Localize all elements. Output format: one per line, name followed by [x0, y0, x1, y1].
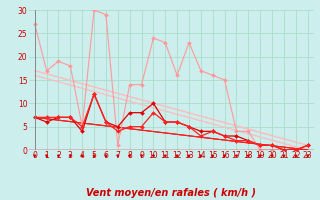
Text: Vent moyen/en rafales ( km/h ): Vent moyen/en rafales ( km/h ): [86, 188, 256, 198]
